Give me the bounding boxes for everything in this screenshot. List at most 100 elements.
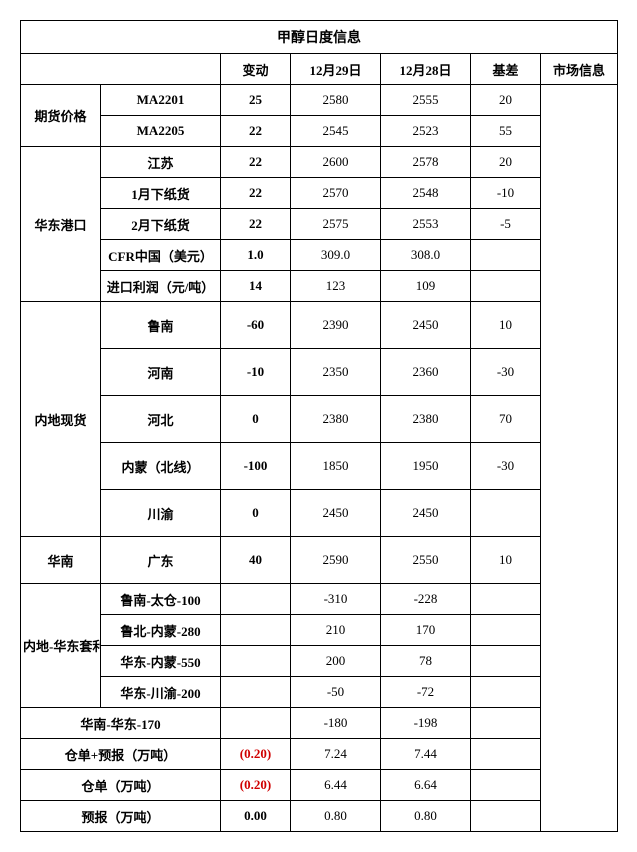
section-huadong-port: 华东港口 xyxy=(21,147,101,302)
cell-basis xyxy=(471,584,541,615)
cell-basis: 55 xyxy=(471,116,541,147)
row-label: 河北 xyxy=(101,396,221,443)
cell-v1: 2545 xyxy=(291,116,381,147)
cell-v1: 2570 xyxy=(291,178,381,209)
row-label: 进口利润（元/吨） xyxy=(101,271,221,302)
cell-change: 0.00 xyxy=(221,801,291,832)
row-label: MA2205 xyxy=(101,116,221,147)
cell-v2: 2450 xyxy=(381,302,471,349)
cell-v2: 109 xyxy=(381,271,471,302)
row-label: 河南 xyxy=(101,349,221,396)
row-label: 华东-内蒙-550 xyxy=(101,646,221,677)
cell-v2: 2548 xyxy=(381,178,471,209)
cell-basis xyxy=(471,646,541,677)
cell-change: 22 xyxy=(221,178,291,209)
cell-v1: 0.80 xyxy=(291,801,381,832)
cell-v2: -198 xyxy=(381,708,471,739)
section-futures: 期货价格 xyxy=(21,85,101,147)
row-huanan-huadong: 华南-华东-170 xyxy=(21,708,221,739)
cell-basis: 20 xyxy=(471,147,541,178)
row-label: 川渝 xyxy=(101,490,221,537)
col-d2: 12月28日 xyxy=(381,54,471,85)
cell-change: 22 xyxy=(221,116,291,147)
cell-basis xyxy=(471,677,541,708)
cell-v1: 2575 xyxy=(291,209,381,240)
cell-v1: 2380 xyxy=(291,396,381,443)
cell-v1: 2580 xyxy=(291,85,381,116)
cell-change: (0.20) xyxy=(221,770,291,801)
cell-change: -100 xyxy=(221,443,291,490)
row-label: 2月下纸货 xyxy=(101,209,221,240)
cell-basis: 20 xyxy=(471,85,541,116)
cell-basis: -30 xyxy=(471,443,541,490)
row-warrant: 仓单（万吨） xyxy=(21,770,221,801)
cell-v1: 6.44 xyxy=(291,770,381,801)
cell-v2: 2553 xyxy=(381,209,471,240)
cell-v2: 308.0 xyxy=(381,240,471,271)
cell-v2: 2523 xyxy=(381,116,471,147)
col-d1: 12月29日 xyxy=(291,54,381,85)
row-label: 广东 xyxy=(101,537,221,584)
section-inland-spot: 内地现货 xyxy=(21,302,101,537)
cell-change: 25 xyxy=(221,85,291,116)
cell-v1: -180 xyxy=(291,708,381,739)
cell-v1: 7.24 xyxy=(291,739,381,770)
cell-change xyxy=(221,615,291,646)
row-label: MA2201 xyxy=(101,85,221,116)
cell-v1: 309.0 xyxy=(291,240,381,271)
cell-basis: -5 xyxy=(471,209,541,240)
cell-v1: 1850 xyxy=(291,443,381,490)
cell-v2: 0.80 xyxy=(381,801,471,832)
cell-basis: 10 xyxy=(471,302,541,349)
cell-v1: -310 xyxy=(291,584,381,615)
cell-v2: 6.64 xyxy=(381,770,471,801)
col-market: 市场信息 xyxy=(541,54,618,85)
cell-change xyxy=(221,646,291,677)
row-warrant-forecast: 仓单+预报（万吨） xyxy=(21,739,221,770)
cell-v1: 2600 xyxy=(291,147,381,178)
cell-change: 14 xyxy=(221,271,291,302)
cell-basis xyxy=(471,240,541,271)
header-blank xyxy=(21,54,221,85)
cell-basis xyxy=(471,708,541,739)
cell-change: 0 xyxy=(221,490,291,537)
row-label: 鲁北-内蒙-280 xyxy=(101,615,221,646)
cell-basis: 10 xyxy=(471,537,541,584)
cell-v1: 210 xyxy=(291,615,381,646)
cell-v2: -72 xyxy=(381,677,471,708)
cell-v2: 2555 xyxy=(381,85,471,116)
cell-basis xyxy=(471,490,541,537)
row-label: 1月下纸货 xyxy=(101,178,221,209)
cell-basis xyxy=(471,271,541,302)
cell-v1: 200 xyxy=(291,646,381,677)
market-info-cell xyxy=(541,85,618,832)
cell-basis: -30 xyxy=(471,349,541,396)
row-label: 江苏 xyxy=(101,147,221,178)
cell-change xyxy=(221,584,291,615)
cell-v2: -228 xyxy=(381,584,471,615)
cell-change: (0.20) xyxy=(221,739,291,770)
cell-basis xyxy=(471,770,541,801)
cell-v1: -50 xyxy=(291,677,381,708)
table-title: 甲醇日度信息 xyxy=(21,21,618,54)
cell-v2: 7.44 xyxy=(381,739,471,770)
cell-v2: 78 xyxy=(381,646,471,677)
cell-v1: 2350 xyxy=(291,349,381,396)
col-change: 变动 xyxy=(221,54,291,85)
cell-basis: -10 xyxy=(471,178,541,209)
cell-v2: 2380 xyxy=(381,396,471,443)
cell-change: -60 xyxy=(221,302,291,349)
section-arb-window: 内地-华东套利窗口 xyxy=(21,584,101,708)
cell-v2: 1950 xyxy=(381,443,471,490)
cell-basis xyxy=(471,801,541,832)
cell-basis: 70 xyxy=(471,396,541,443)
cell-change xyxy=(221,677,291,708)
cell-change: 0 xyxy=(221,396,291,443)
cell-basis xyxy=(471,739,541,770)
cell-v2: 2578 xyxy=(381,147,471,178)
cell-change: 1.0 xyxy=(221,240,291,271)
cell-basis xyxy=(471,615,541,646)
cell-v1: 2450 xyxy=(291,490,381,537)
cell-v2: 2450 xyxy=(381,490,471,537)
cell-v2: 170 xyxy=(381,615,471,646)
